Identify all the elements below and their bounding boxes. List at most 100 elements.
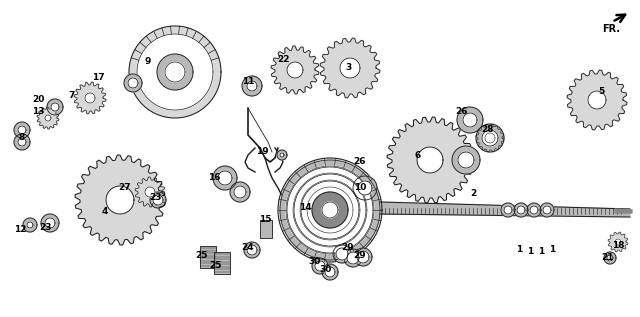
Text: 21: 21 xyxy=(602,254,614,262)
Text: 17: 17 xyxy=(92,74,104,82)
Polygon shape xyxy=(485,133,495,143)
Polygon shape xyxy=(387,117,473,203)
Text: 19: 19 xyxy=(256,147,268,157)
Polygon shape xyxy=(244,242,260,258)
Polygon shape xyxy=(336,248,348,260)
Polygon shape xyxy=(45,218,55,228)
Text: 18: 18 xyxy=(612,241,624,249)
Polygon shape xyxy=(543,206,551,214)
Text: 3: 3 xyxy=(345,63,351,73)
Polygon shape xyxy=(85,93,95,103)
Text: 14: 14 xyxy=(299,204,311,212)
Text: 30: 30 xyxy=(320,266,332,275)
Polygon shape xyxy=(14,134,30,150)
Text: 7: 7 xyxy=(69,90,75,100)
Polygon shape xyxy=(514,203,528,217)
Polygon shape xyxy=(380,202,630,217)
Text: 26: 26 xyxy=(456,107,468,117)
Polygon shape xyxy=(293,173,367,247)
Polygon shape xyxy=(504,206,512,214)
Polygon shape xyxy=(517,206,525,214)
Polygon shape xyxy=(153,195,163,205)
Polygon shape xyxy=(452,146,480,174)
Polygon shape xyxy=(315,261,325,271)
Text: 6: 6 xyxy=(415,151,421,159)
Polygon shape xyxy=(482,130,498,146)
Polygon shape xyxy=(280,160,380,260)
Polygon shape xyxy=(75,155,165,245)
Polygon shape xyxy=(344,249,362,267)
Polygon shape xyxy=(135,177,165,207)
Polygon shape xyxy=(157,54,193,90)
Text: 1: 1 xyxy=(538,247,544,256)
Text: 11: 11 xyxy=(242,77,254,87)
Polygon shape xyxy=(301,181,359,239)
Polygon shape xyxy=(463,113,477,127)
Polygon shape xyxy=(353,176,377,200)
Polygon shape xyxy=(287,167,373,253)
Polygon shape xyxy=(124,74,142,92)
Polygon shape xyxy=(604,252,616,264)
Polygon shape xyxy=(37,107,59,129)
Text: 27: 27 xyxy=(118,184,131,192)
Text: 2: 2 xyxy=(470,189,476,197)
Text: 25: 25 xyxy=(196,250,208,260)
Text: 25: 25 xyxy=(210,261,222,269)
Polygon shape xyxy=(340,58,360,78)
Text: 12: 12 xyxy=(13,225,26,235)
Text: 26: 26 xyxy=(354,158,366,166)
Polygon shape xyxy=(312,258,328,274)
Text: 5: 5 xyxy=(598,87,604,96)
Polygon shape xyxy=(527,203,541,217)
Text: 16: 16 xyxy=(208,173,220,183)
Polygon shape xyxy=(358,181,372,195)
Polygon shape xyxy=(615,239,621,245)
Polygon shape xyxy=(137,34,213,110)
Polygon shape xyxy=(457,107,483,133)
Polygon shape xyxy=(27,222,33,228)
Text: 10: 10 xyxy=(354,184,366,192)
Polygon shape xyxy=(300,180,360,240)
Polygon shape xyxy=(476,124,504,152)
Polygon shape xyxy=(530,206,538,214)
Polygon shape xyxy=(51,103,59,111)
Polygon shape xyxy=(287,62,303,78)
Bar xyxy=(214,252,230,274)
Polygon shape xyxy=(417,147,443,173)
Polygon shape xyxy=(47,99,63,115)
Text: 22: 22 xyxy=(276,55,289,64)
Polygon shape xyxy=(312,192,348,228)
Text: 9: 9 xyxy=(145,57,151,67)
Polygon shape xyxy=(18,126,26,134)
Polygon shape xyxy=(18,138,26,146)
Text: 1: 1 xyxy=(549,244,555,254)
Polygon shape xyxy=(278,158,382,262)
Text: 29: 29 xyxy=(342,243,355,253)
Polygon shape xyxy=(501,203,515,217)
Polygon shape xyxy=(607,255,613,261)
Text: 8: 8 xyxy=(19,133,25,143)
Polygon shape xyxy=(41,214,59,232)
Bar xyxy=(200,246,216,268)
Polygon shape xyxy=(129,26,221,118)
Polygon shape xyxy=(615,209,632,213)
Text: 23: 23 xyxy=(148,193,161,203)
Polygon shape xyxy=(234,186,246,198)
Polygon shape xyxy=(608,232,628,252)
Text: 30: 30 xyxy=(309,257,321,267)
Polygon shape xyxy=(357,251,369,263)
Polygon shape xyxy=(320,38,380,98)
Polygon shape xyxy=(280,153,284,157)
Polygon shape xyxy=(247,245,257,255)
Polygon shape xyxy=(458,152,474,168)
Polygon shape xyxy=(145,187,155,197)
Text: 24: 24 xyxy=(242,243,254,253)
Polygon shape xyxy=(213,166,237,190)
Polygon shape xyxy=(106,186,134,214)
Polygon shape xyxy=(588,91,606,109)
Polygon shape xyxy=(242,76,262,96)
Polygon shape xyxy=(45,115,51,121)
Polygon shape xyxy=(325,267,335,277)
Polygon shape xyxy=(347,252,359,264)
Polygon shape xyxy=(540,203,554,217)
